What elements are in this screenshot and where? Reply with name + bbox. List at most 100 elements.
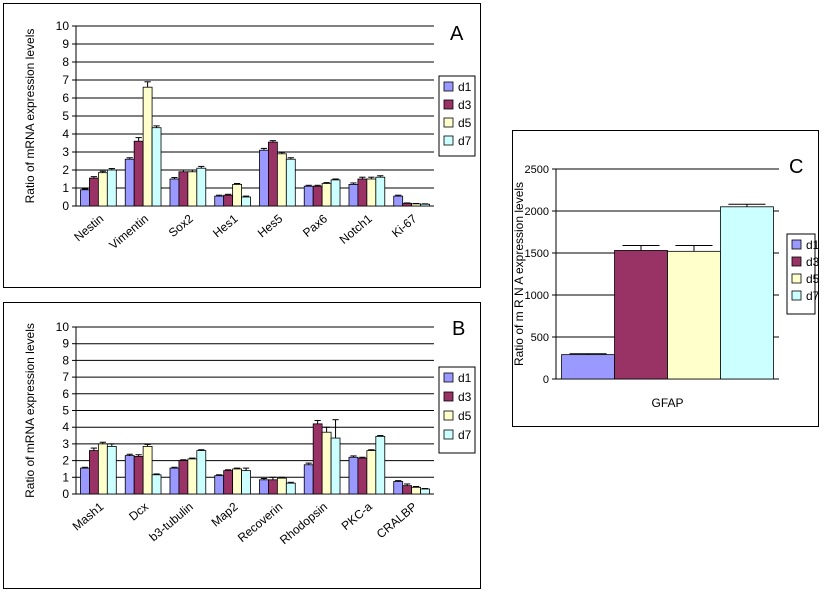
bar-a-hes5-d1 (259, 149, 269, 207)
bar-b-map2-d1 (214, 475, 225, 495)
x-category-label: Rhodopsin (277, 500, 330, 548)
chart-b-svg: 0 1 2 3 4 5 6 7 8 9 10 Ratio of mRNA expression lev… (23, 318, 476, 548)
bar-b-recoverin-d7 (285, 482, 296, 495)
y-tick-label: 500 (531, 332, 549, 344)
legend-swatch (443, 81, 454, 92)
legend-label: d3 (806, 255, 820, 269)
y-tick-label: 0 (62, 199, 69, 213)
y-tick-label: 3 (62, 437, 69, 451)
bar-b-recoverin-d3 (268, 479, 278, 495)
y-tick-label: 6 (62, 387, 69, 401)
bar-a-notch1-d5 (366, 178, 377, 207)
x-category-label: Nestin (71, 212, 106, 245)
y-tick-label: 7 (62, 370, 69, 384)
legend-swatch (443, 391, 454, 402)
bar-b-dcx-d5 (142, 446, 153, 495)
legend-swatch (443, 99, 454, 110)
bar-a-sox2-d1 (169, 178, 180, 207)
y-tick-label: 0 (62, 487, 69, 501)
x-category-label: Mash1 (70, 499, 107, 533)
y-tick-label: 1 (62, 470, 69, 484)
legend-swatch (791, 256, 802, 267)
bar-a-vimentin-d5 (142, 86, 153, 207)
chart-c-svg: 0 500 1000 1500 2000 2500 Ratio of m R N A exp… (513, 156, 820, 410)
bar-b-pkc-a-d1 (348, 456, 359, 495)
legend-swatch (443, 410, 454, 421)
bar-a-ki-67-d5 (411, 203, 421, 207)
bar-a-hes1-d3 (223, 194, 234, 207)
bar-b-dcx-d3 (133, 456, 144, 495)
y-tick-label: 10 (56, 320, 70, 334)
legend-swatch (443, 429, 454, 440)
bar-a-notch1-d7 (375, 176, 386, 207)
bar-b-b3-tubulin-d5 (187, 458, 198, 495)
y-tick-label: 4 (62, 420, 69, 434)
bar-b-rhodopsin-d3 (312, 423, 323, 495)
legend-label: d5 (458, 409, 472, 423)
bar-b-map2-d7 (241, 470, 251, 495)
legend-swatch (443, 372, 454, 383)
bar-b-b3-tubulin-d1 (169, 467, 180, 495)
y-tick-label: 0 (543, 374, 549, 386)
bar-b-dcx-d1 (124, 455, 135, 495)
bar-a-vimentin-d1 (124, 158, 135, 207)
y-tick-label: 1500 (525, 248, 549, 260)
bar-b-rhodopsin-d5 (321, 431, 332, 495)
bar-b-rhodopsin-d7 (330, 437, 341, 495)
bar-b-map2-d3 (223, 470, 234, 495)
bar-a-hes5-d3 (268, 141, 278, 207)
bar-c-gfap-d5 (667, 250, 721, 380)
x-category-label: Sox2 (166, 211, 196, 240)
bar-a-hes1-d7 (241, 196, 251, 207)
chart-panel-b: 0 1 2 3 4 5 6 7 8 9 10 Ratio of mRNA expression lev… (3, 302, 481, 589)
y-tick-label: 6 (62, 91, 69, 105)
legend-label: d5 (458, 116, 472, 130)
bar-c-gfap-d1 (561, 354, 615, 380)
panel-letter: C (789, 156, 803, 178)
y-axis-label: Ratio of mRNA expression levels (23, 29, 37, 204)
legend-label: d1 (458, 371, 472, 385)
legend-swatch (443, 135, 454, 146)
bar-b-mash1-d5 (97, 443, 108, 495)
bar-a-pax6-d1 (303, 185, 314, 207)
bar-b-cralbp-d3 (402, 485, 413, 495)
bar-a-ki-67-d7 (420, 203, 430, 207)
bar-b-b3-tubulin-d3 (178, 460, 189, 495)
bar-b-mash1-d3 (89, 450, 99, 495)
y-tick-label: 5 (62, 109, 69, 123)
legend-label: d3 (458, 98, 472, 112)
bar-b-cralbp-d5 (411, 486, 421, 495)
y-tick-label: 2000 (525, 206, 549, 218)
bar-a-ki-67-d1 (393, 195, 404, 207)
y-tick-label: 4 (62, 127, 69, 141)
panel-letter: A (450, 23, 464, 45)
bar-a-ki-67-d3 (402, 202, 413, 207)
bar-b-mash1-d7 (106, 446, 117, 495)
x-category-label: Vimentin (106, 212, 151, 253)
y-tick-label: 3 (62, 145, 69, 159)
x-category-label: Hes1 (210, 211, 241, 240)
panel-letter: B (452, 318, 465, 340)
bar-b-cralbp-d7 (420, 488, 430, 495)
bar-a-sox2-d5 (187, 171, 198, 207)
y-tick-label: 9 (62, 337, 69, 351)
chart-panel-a: 0 1 2 3 4 5 6 7 8 9 10 Ratio of mRNA expression lev… (3, 3, 481, 288)
x-category-label: Notch1 (337, 211, 375, 246)
bar-a-hes1-d5 (232, 183, 242, 207)
bar-c-gfap-d7 (720, 206, 774, 380)
y-tick-label: 7 (62, 73, 69, 87)
y-tick-label: 9 (62, 37, 69, 51)
x-category-label: Dcx (126, 500, 151, 524)
bar-b-pkc-a-d7 (375, 435, 386, 495)
legend-label: d1 (458, 80, 472, 94)
y-tick-label: 1000 (525, 290, 549, 302)
legend-label: d5 (806, 272, 820, 286)
x-category-label: CRALBP (374, 500, 420, 542)
legend-swatch (443, 117, 454, 128)
x-category-label: Ki-67 (389, 211, 420, 240)
legend-label: d3 (458, 390, 472, 404)
legend-label: d1 (806, 238, 820, 252)
y-tick-label: 2 (62, 454, 69, 468)
y-tick-label: 2500 (525, 164, 549, 176)
bar-a-pax6-d3 (312, 185, 323, 207)
